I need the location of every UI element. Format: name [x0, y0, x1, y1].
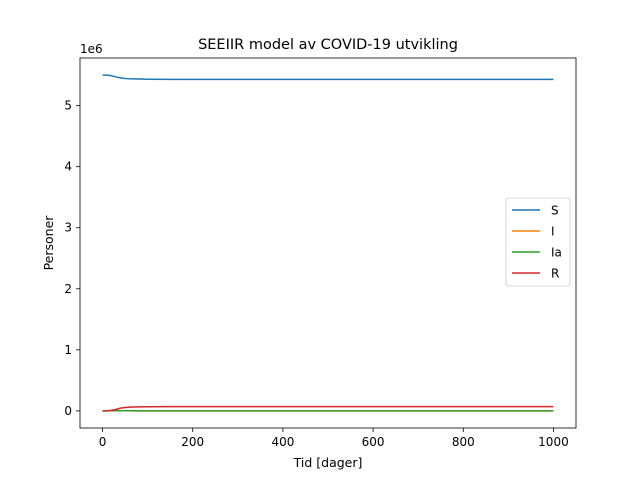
x-tick-label: 200 [181, 435, 204, 449]
y-tick-label: 0 [64, 404, 72, 418]
y-tick-label: 4 [64, 160, 72, 174]
x-tick-label: 0 [99, 435, 107, 449]
legend: SI Ia R [505, 197, 571, 287]
chart-title: SEEIIR model av COVID-19 utvikling [198, 37, 458, 53]
series-line-s [102, 74, 554, 81]
x-tick-label: 800 [452, 435, 475, 449]
x-tick-label: 400 [271, 435, 294, 449]
y-tick-label: 1 [64, 343, 72, 357]
legend-box [505, 197, 571, 287]
legend-label: I [551, 225, 555, 239]
x-tick-label: 600 [362, 435, 385, 449]
y-offset-label: 1e6 [80, 42, 103, 56]
y-axis-label: Personer [41, 215, 56, 271]
legend-label: S [551, 204, 559, 218]
legend-label: Ia [551, 246, 562, 260]
x-axis-ticks: 0 200 400 600 800 1000 [99, 428, 569, 449]
plot-frame [79, 57, 577, 429]
plot-area [79, 57, 577, 429]
y-tick-label: 3 [64, 221, 72, 235]
y-axis-ticks: 0 1 2 3 4 5 [64, 99, 80, 418]
series-line-r [102, 405, 554, 412]
series-layer [102, 74, 554, 412]
x-tick-label: 1000 [538, 435, 569, 449]
y-tick-label: 5 [64, 99, 72, 113]
legend-label: R [551, 267, 559, 281]
y-tick-label: 2 [64, 282, 72, 296]
x-axis-label: Tid [dager] [293, 455, 363, 470]
